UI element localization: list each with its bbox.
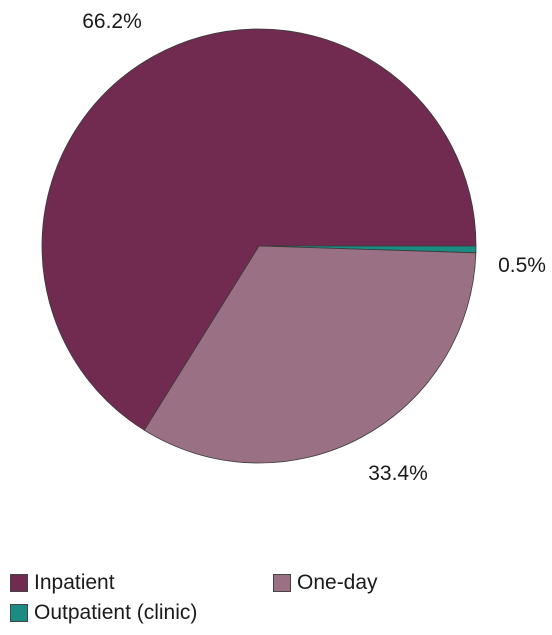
legend-swatch-inpatient — [10, 574, 28, 592]
legend-label-inpatient: Inpatient — [34, 571, 115, 594]
pie-slice-one-day — [143, 245, 477, 464]
legend-label-outpatient: Outpatient (clinic) — [34, 601, 198, 624]
legend-item-one-day: One-day — [273, 571, 378, 595]
data-label-inpatient: 66.2% — [82, 10, 142, 33]
legend-item-outpatient: Outpatient (clinic) — [10, 601, 197, 625]
legend-label-one-day: One-day — [297, 571, 378, 594]
legend-swatch-outpatient — [10, 604, 28, 622]
legend-item-inpatient: Inpatient — [10, 571, 115, 595]
legend-swatch-one-day — [273, 574, 291, 592]
data-label-outpatient-clinic: 0.5% — [498, 254, 546, 277]
pie-slice-inpatient — [41, 28, 477, 431]
data-label-one-day: 33.4% — [368, 462, 428, 485]
